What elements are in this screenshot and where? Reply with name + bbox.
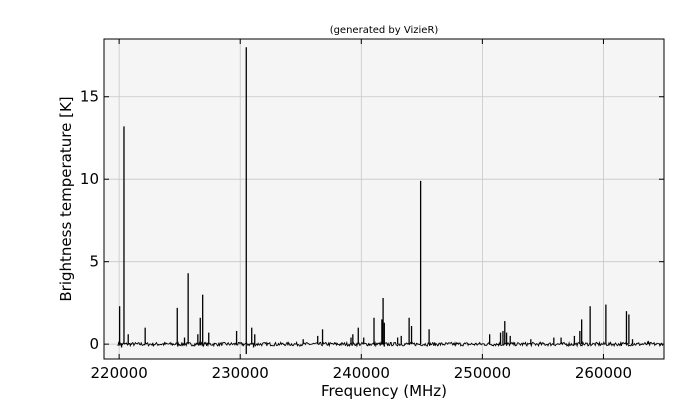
plot-frame	[103, 38, 665, 360]
x-axis-ticks: 220000 230000 240000 250000 260000	[91, 39, 632, 382]
y-tick-label: 0	[89, 335, 99, 353]
x-tick-label: 240000	[333, 364, 390, 382]
y-tick-label: 15	[80, 88, 99, 106]
y-tick-label: 5	[89, 253, 99, 271]
y-tick-label: 10	[80, 170, 99, 188]
plot-area	[104, 39, 664, 359]
y-axis-ticks: 0 5 10 15	[80, 88, 664, 353]
chart-title: (generated by VizieR)	[330, 25, 439, 36]
x-tick-label: 250000	[454, 364, 511, 382]
x-tick-label: 220000	[91, 364, 148, 382]
y-axis-title: Brightness temperature [K]	[57, 96, 75, 301]
x-tick-label: 260000	[575, 364, 632, 382]
spectrum-series	[117, 47, 664, 355]
x-tick-label: 230000	[212, 364, 269, 382]
x-axis-title: Frequency (MHz)	[321, 382, 447, 400]
